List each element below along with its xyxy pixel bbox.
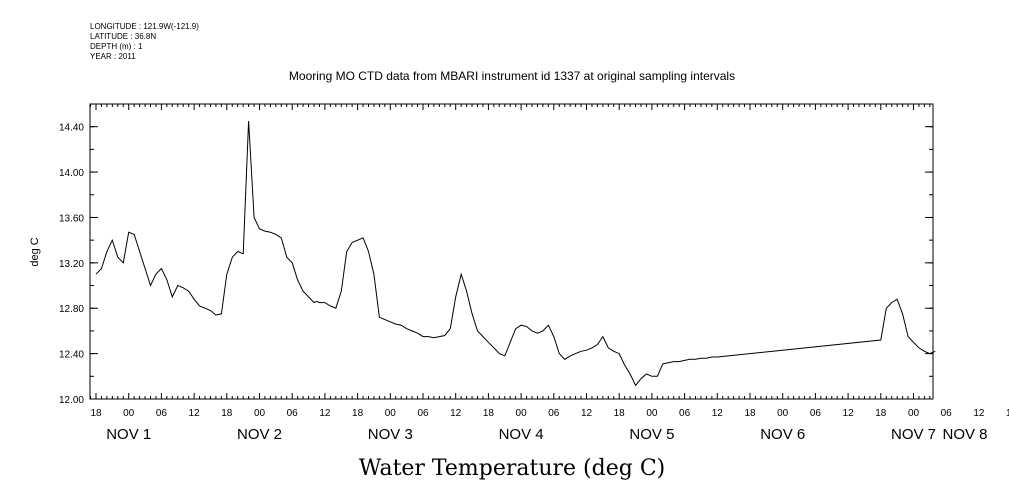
- x-tick-label: 00: [646, 408, 658, 419]
- x-tick-label: 06: [548, 408, 560, 419]
- x-tick-label: 06: [417, 408, 429, 419]
- x-tick-label: 06: [810, 408, 822, 419]
- x-tick-label: 18: [875, 408, 887, 419]
- depth-label: DEPTH (m) : 1: [90, 42, 143, 51]
- x-date-label: NOV 3: [368, 426, 413, 443]
- x-date-label: NOV 6: [760, 426, 805, 443]
- x-tick-label: 12: [189, 408, 201, 419]
- y-tick-label: 13.20: [59, 259, 84, 270]
- y-tick-label: 14.40: [59, 123, 84, 134]
- x-tick-label: 06: [156, 408, 168, 419]
- latitude-label: LATITUDE : 36.8N: [90, 32, 157, 41]
- x-tick-label: 00: [123, 408, 135, 419]
- x-tick-label: 18: [614, 408, 626, 419]
- x-axis-label: Water Temperature (deg C): [359, 456, 666, 481]
- x-tick-label: 12: [712, 408, 724, 419]
- x-tick-label: 12: [581, 408, 593, 419]
- x-date-label: NOV 7: [891, 426, 936, 443]
- y-tick-label: 12.40: [59, 350, 84, 361]
- y-tick-label: 12.00: [59, 395, 84, 406]
- x-tick-label: 12: [450, 408, 462, 419]
- x-tick-label: 00: [908, 408, 920, 419]
- x-tick-label: 18: [1006, 408, 1009, 419]
- x-tick-label: 00: [385, 408, 397, 419]
- water-temperature-line: [95, 120, 936, 387]
- x-tick-label: 12: [319, 408, 331, 419]
- x-date-label: NOV 8: [942, 426, 987, 443]
- x-tick-label: 00: [254, 408, 266, 419]
- y-tick-label: 12.80: [59, 304, 84, 315]
- x-date-label: NOV 4: [499, 426, 544, 443]
- y-axis-label: deg C: [29, 237, 41, 266]
- x-tick-label: 06: [679, 408, 691, 419]
- metadata-block: LONGITUDE : 121.9W(-121.9) LATITUDE : 36…: [90, 22, 199, 62]
- axis-tick-labels: 18 00 06 12 18 00 06 12 18 00 06 12 18 00 06 12 18 00 06 12…: [59, 123, 1009, 443]
- x-tick-label: 06: [941, 408, 953, 419]
- plot-frame: [89, 103, 934, 400]
- x-tick-label: 06: [287, 408, 299, 419]
- y-tick-label: 14.00: [59, 168, 84, 179]
- x-tick-label: 18: [221, 408, 233, 419]
- x-tick-label: 18: [744, 408, 756, 419]
- x-date-label: NOV 2: [237, 426, 282, 443]
- year-label: YEAR : 2011: [90, 52, 136, 61]
- x-tick-label: 00: [516, 408, 528, 419]
- x-tick-label: 12: [843, 408, 855, 419]
- x-date-label: NOV 1: [106, 426, 151, 443]
- axis-ticks: [90, 103, 933, 400]
- x-tick-label: 18: [483, 408, 495, 419]
- longitude-label: LONGITUDE : 121.9W(-121.9): [90, 22, 199, 31]
- y-tick-label: 13.60: [59, 213, 84, 224]
- x-tick-label: 00: [777, 408, 789, 419]
- x-tick-label: 18: [352, 408, 364, 419]
- x-tick-label: 18: [90, 408, 102, 419]
- x-date-label: NOV 5: [629, 426, 674, 443]
- x-tick-label: 12: [973, 408, 985, 419]
- chart-title: Mooring MO CTD data from MBARI instrumen…: [289, 69, 735, 83]
